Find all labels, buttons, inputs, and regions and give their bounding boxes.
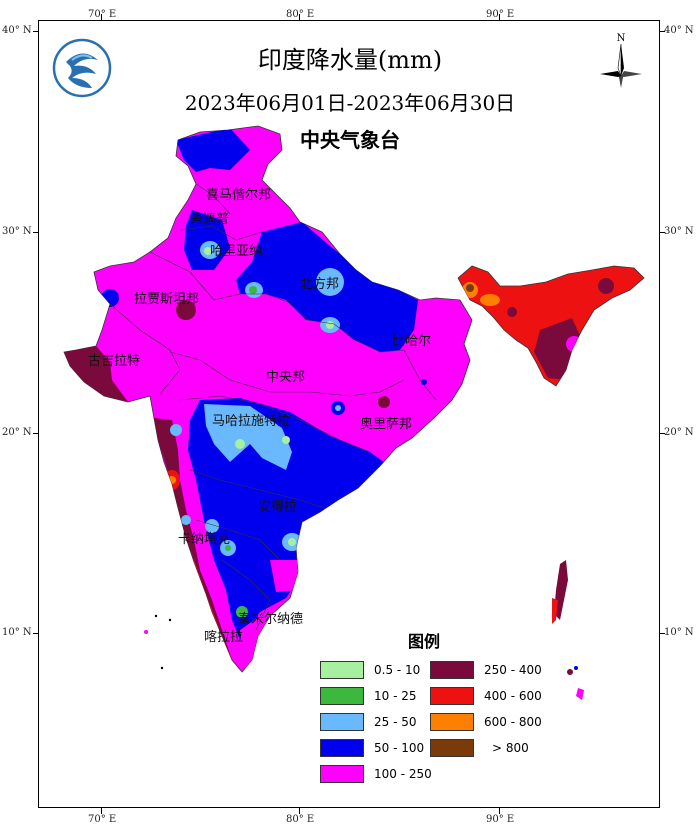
legend-swatch-4 bbox=[320, 765, 364, 783]
tick-left-10 bbox=[33, 633, 38, 634]
legend-swatch-0 bbox=[320, 661, 364, 679]
label-odisha: 奥里萨邦 bbox=[360, 417, 413, 432]
legend-swatch-5 bbox=[430, 661, 474, 679]
tick-left-20 bbox=[33, 433, 38, 434]
legend-label-0: 0.5 - 10 bbox=[374, 663, 421, 677]
legend-item-0: 0.5 - 10 bbox=[320, 660, 420, 680]
andaman-nicobar-islands bbox=[552, 560, 584, 700]
legend-item-1: 10 - 25 bbox=[320, 686, 417, 706]
label-tamil-nadu: 泰米尔纳德 bbox=[238, 612, 304, 627]
legend-swatch-7 bbox=[430, 713, 474, 731]
legend-item-3: 50 - 100 bbox=[320, 738, 424, 758]
north-label: N bbox=[617, 33, 626, 44]
legend-item-5: 250 - 400 bbox=[430, 660, 542, 680]
lakshadweep-islands bbox=[144, 614, 172, 670]
lat-label-right-40: 40° N bbox=[664, 25, 694, 36]
lat-label-left-10: 10° N bbox=[2, 627, 32, 638]
tick-top-80 bbox=[299, 14, 300, 20]
label-bihar: 比哈尔 bbox=[392, 334, 432, 349]
map-title: 印度降水量(mm) bbox=[257, 46, 443, 74]
tick-right-20 bbox=[660, 433, 665, 434]
legend-swatch-6 bbox=[430, 687, 474, 705]
legend-item-6: 400 - 600 bbox=[430, 686, 542, 706]
legend-item-2: 25 - 50 bbox=[320, 712, 417, 732]
lon-label-bottom-80: 80° E bbox=[286, 814, 315, 825]
legend-label-5: 250 - 400 bbox=[484, 663, 542, 677]
lon-label-top-80: 80° E bbox=[286, 9, 315, 20]
tick-right-40 bbox=[660, 31, 665, 32]
legend-swatch-2 bbox=[320, 713, 364, 731]
lon-label-bottom-70: 70° E bbox=[88, 814, 117, 825]
legend-label-4: 100 - 250 bbox=[374, 767, 432, 781]
lat-label-right-10: 10° N bbox=[664, 627, 694, 638]
cma-logo-icon bbox=[52, 38, 112, 98]
tick-right-10 bbox=[660, 633, 665, 634]
legend-label-1: 10 - 25 bbox=[374, 689, 417, 703]
label-rajasthan: 拉贾斯坦邦 bbox=[134, 292, 200, 307]
legend-item-4: 100 - 250 bbox=[320, 764, 432, 784]
lon-label-top-90: 90° E bbox=[486, 9, 515, 20]
label-gujarat: 古吉拉特 bbox=[88, 354, 141, 369]
label-punjab: 旁遮普 bbox=[190, 212, 230, 227]
label-himachal: 喜马偕尔邦 bbox=[206, 188, 272, 203]
map-period: 2023年06月01日-2023年06月30日 bbox=[184, 91, 516, 115]
north-arrow-icon: N bbox=[600, 33, 642, 88]
legend-label-7: 600 - 800 bbox=[484, 715, 542, 729]
legend-item-7: 600 - 800 bbox=[430, 712, 542, 732]
tick-left-30 bbox=[33, 232, 38, 233]
legend-label-6: 400 - 600 bbox=[484, 689, 542, 703]
tick-right-30 bbox=[660, 232, 665, 233]
tick-top-90 bbox=[499, 14, 500, 20]
lat-label-right-20: 20° N bbox=[664, 427, 694, 438]
lat-label-right-30: 30° N bbox=[664, 226, 694, 237]
state-boundaries bbox=[109, 183, 437, 631]
label-madhya-pradesh: 中央邦 bbox=[266, 370, 306, 385]
label-kerala: 喀拉拉 bbox=[204, 630, 244, 645]
map-frame bbox=[38, 20, 660, 808]
label-karnataka: 卡纳塔克 bbox=[178, 532, 231, 547]
tick-top-70 bbox=[101, 14, 102, 20]
lat-label-left-30: 30° N bbox=[2, 226, 32, 237]
legend-label-8: > 800 bbox=[492, 741, 529, 755]
lon-label-top-70: 70° E bbox=[88, 9, 117, 20]
lat-label-left-20: 20° N bbox=[2, 427, 32, 438]
label-uttar-pradesh: 北方邦 bbox=[300, 277, 340, 292]
lat-label-left-40: 40° N bbox=[2, 25, 32, 36]
tick-bottom-70 bbox=[101, 808, 102, 814]
legend-label-2: 25 - 50 bbox=[374, 715, 417, 729]
legend-swatch-1 bbox=[320, 687, 364, 705]
legend-label-3: 50 - 100 bbox=[374, 741, 425, 755]
tick-bottom-90 bbox=[499, 808, 500, 814]
tick-bottom-80 bbox=[299, 808, 300, 814]
legend-swatch-3 bbox=[320, 739, 364, 757]
tick-left-40 bbox=[33, 31, 38, 32]
label-haryana: 哈里亚纳 bbox=[210, 244, 263, 259]
label-andhra: 安得拉 bbox=[258, 500, 298, 515]
legend-title: 图例 bbox=[408, 632, 441, 651]
map-agency: 中央气象台 bbox=[300, 128, 400, 152]
label-maharashtra: 马哈拉施特拉 bbox=[212, 414, 291, 429]
legend-item-8: > 800 bbox=[430, 738, 529, 758]
lon-label-bottom-90: 90° E bbox=[486, 814, 515, 825]
legend-swatch-8 bbox=[430, 739, 474, 757]
